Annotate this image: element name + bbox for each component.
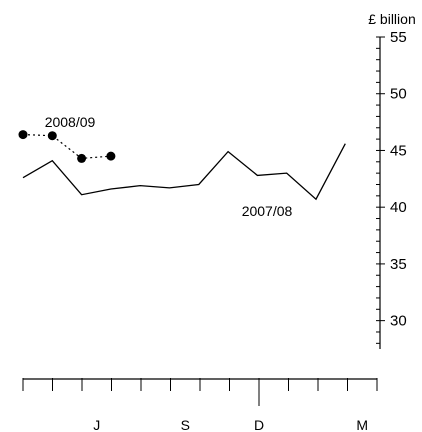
series-2008-09-line — [22, 133, 111, 160]
y-tick-label: 55 — [390, 29, 407, 46]
y-tick-label: 30 — [390, 313, 407, 330]
y-tick-label: 50 — [390, 86, 407, 103]
series-label-2008-09: 2008/09 — [45, 114, 96, 130]
x-tick-label: D — [254, 417, 264, 432]
series-label-2007-08: 2007/08 — [242, 203, 293, 219]
x-tick-label: J — [93, 417, 100, 432]
series-2007-08-line — [22, 143, 346, 201]
y-tick-label: 35 — [390, 256, 407, 273]
series-2008-09-point — [77, 153, 87, 163]
x-tick-label: S — [181, 417, 190, 432]
series-layer — [18, 130, 346, 201]
y-axis-label: £ billion — [368, 11, 415, 27]
series-2008-09-point — [18, 130, 28, 140]
y-tick-label: 45 — [390, 142, 407, 159]
series-2008-09-point — [106, 151, 116, 161]
y-tick-label: 40 — [390, 199, 407, 216]
x-tick-label: M — [356, 417, 368, 432]
series-2008-09-point — [47, 131, 57, 141]
y-axis: 30 35 40 45 50 55 — [376, 29, 407, 349]
